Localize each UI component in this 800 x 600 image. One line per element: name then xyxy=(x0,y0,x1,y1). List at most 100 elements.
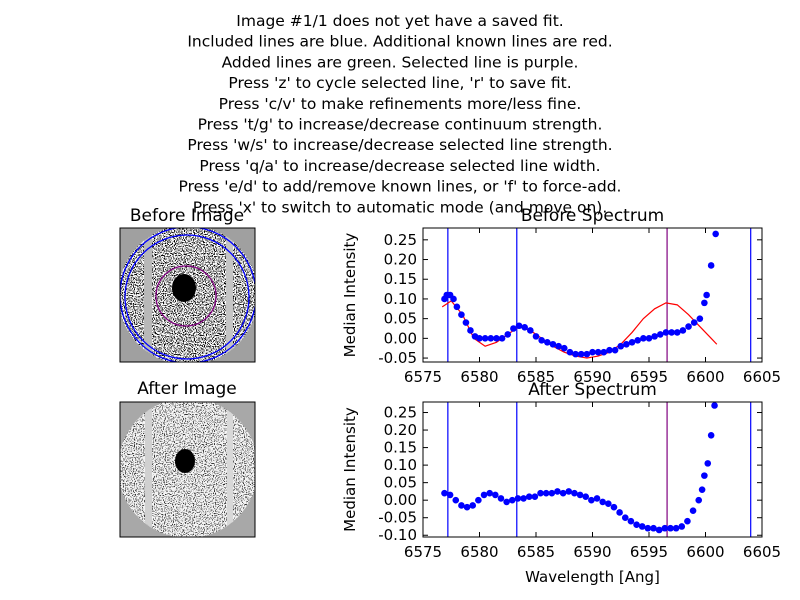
data-point xyxy=(701,472,708,479)
data-point xyxy=(668,329,675,336)
data-point xyxy=(441,489,448,497)
instruction-line: Press 'z' to cycle selected line, 'r' to… xyxy=(228,74,571,92)
y-tick-label: -0.05 xyxy=(378,349,417,367)
data-point xyxy=(462,319,470,326)
x-tick-label: 6605 xyxy=(743,368,781,386)
instruction-line: Press 'e/d' to add/remove known lines, o… xyxy=(179,178,622,196)
x-tick-label: 6585 xyxy=(517,368,555,386)
data-point xyxy=(458,311,465,319)
data-point xyxy=(623,340,630,348)
x-tick-label: 6590 xyxy=(573,543,611,561)
instruction-line: Press 'q/a' to increase/decrease selecte… xyxy=(199,157,600,175)
image-title: After Image xyxy=(137,379,236,399)
data-point xyxy=(611,346,619,354)
data-point xyxy=(582,493,590,500)
data-point xyxy=(571,489,578,497)
data-point xyxy=(645,335,653,342)
data-point xyxy=(577,350,585,358)
y-tick-label: 0.10 xyxy=(384,290,417,308)
data-point xyxy=(685,323,692,330)
data-point xyxy=(544,338,551,346)
data-point xyxy=(594,348,602,356)
data-point xyxy=(453,303,461,311)
data-point xyxy=(527,327,534,334)
data-point xyxy=(701,299,708,307)
y-axis-label: Median Intensity xyxy=(341,407,359,532)
chart-title: After Spectrum xyxy=(528,380,657,400)
x-axis-label: Wavelength [Ang] xyxy=(525,568,660,586)
y-tick-label: 0.15 xyxy=(384,439,417,457)
y-tick-label: 0.00 xyxy=(384,329,417,347)
data-point xyxy=(628,338,636,346)
data-point xyxy=(605,500,612,507)
data-point xyxy=(446,491,454,499)
data-point xyxy=(542,489,550,497)
data-point xyxy=(504,331,512,338)
data-point xyxy=(532,333,540,340)
data-point xyxy=(537,489,544,497)
instruction-line: Press 'x' to switch to automatic mode (a… xyxy=(193,198,608,216)
data-point xyxy=(498,335,506,342)
x-tick-label: 6580 xyxy=(460,543,498,561)
data-point xyxy=(599,498,606,506)
image-frame xyxy=(119,401,256,538)
data-point xyxy=(576,491,584,499)
data-point xyxy=(583,350,591,358)
y-tick-label: 0.10 xyxy=(384,456,417,474)
data-point xyxy=(662,329,670,336)
plot-area xyxy=(441,402,752,537)
data-point xyxy=(704,460,712,467)
y-tick-label: 0.25 xyxy=(384,231,417,249)
x-tick-label: 6595 xyxy=(630,543,668,561)
data-point xyxy=(593,495,601,502)
data-point xyxy=(497,495,505,502)
data-point xyxy=(621,514,629,522)
data-point xyxy=(467,327,474,334)
data-point xyxy=(638,523,646,530)
data-point xyxy=(521,324,528,331)
data-point xyxy=(634,337,641,344)
data-point xyxy=(703,291,710,299)
data-point xyxy=(555,342,562,350)
data-point xyxy=(525,493,533,500)
data-point xyxy=(510,325,517,332)
data-point xyxy=(508,496,516,504)
model-line xyxy=(441,300,718,359)
data-point xyxy=(617,342,625,350)
data-point xyxy=(712,230,719,238)
data-point xyxy=(600,348,608,356)
chart-title: Before Spectrum xyxy=(521,206,664,226)
data-point xyxy=(520,495,527,502)
image-frame xyxy=(119,227,256,363)
x-tick-label: 6600 xyxy=(686,543,724,561)
data-point xyxy=(655,526,663,534)
axes-frame xyxy=(422,227,763,363)
data-point xyxy=(707,262,715,269)
data-point xyxy=(711,402,718,409)
instructions: Image #1/1 does not yet have a saved fit… xyxy=(179,12,622,216)
x-tick-label: 6580 xyxy=(460,368,498,386)
x-tick-label: 6585 xyxy=(517,543,555,561)
data-point xyxy=(627,517,635,525)
data-point xyxy=(610,503,618,511)
data-point xyxy=(565,488,573,495)
data-point xyxy=(633,521,640,529)
y-tick-label: 0.20 xyxy=(384,421,417,439)
data-point xyxy=(503,498,510,506)
data-point xyxy=(476,335,483,342)
axes-frame xyxy=(422,401,763,538)
data-point xyxy=(554,488,561,495)
data-point xyxy=(463,503,471,511)
instruction-line: Press 'c/v' to make refinements more/les… xyxy=(219,95,582,113)
data-point xyxy=(588,496,595,504)
data-point xyxy=(589,348,596,356)
data-point xyxy=(616,509,623,516)
data-point xyxy=(493,335,500,342)
y-tick-label: 0.05 xyxy=(384,310,417,328)
data-point xyxy=(475,496,482,504)
y-tick-label: 0.15 xyxy=(384,270,417,288)
y-tick-label: -0.10 xyxy=(378,526,417,544)
data-point xyxy=(531,493,539,500)
instruction-line: Image #1/1 does not yet have a saved fit… xyxy=(236,12,563,30)
data-point xyxy=(486,489,493,497)
